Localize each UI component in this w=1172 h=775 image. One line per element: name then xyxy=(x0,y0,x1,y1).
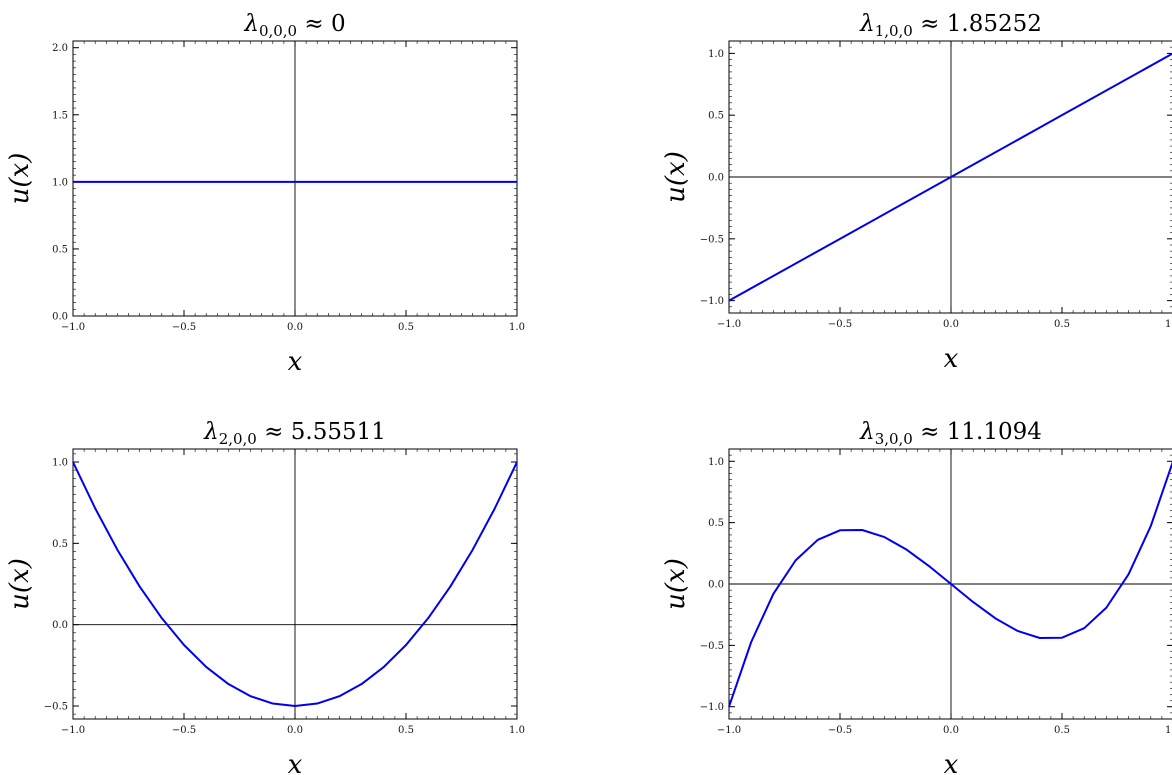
y-tick-label: 0.5 xyxy=(708,518,724,529)
y-tick-label: −0.5 xyxy=(700,234,724,245)
y-axis-label: u(x) xyxy=(5,153,35,205)
panel-title: λ2,0,0 ≈ 5.55511 xyxy=(203,419,386,448)
x-tick-label: 0.0 xyxy=(287,322,303,333)
y-tick-label: 0.5 xyxy=(52,244,68,255)
y-tick-label: 1.0 xyxy=(708,457,724,468)
x-axis-label: x xyxy=(944,750,959,775)
y-tick-label: 1.5 xyxy=(52,110,68,121)
title-symbol: λ xyxy=(859,419,875,445)
y-tick-label: 0.0 xyxy=(52,312,68,323)
x-tick-label: 0.0 xyxy=(943,319,959,330)
x-tick-label: −0.5 xyxy=(828,319,852,330)
x-tick-label: −0.5 xyxy=(828,725,852,736)
y-tick-label: 0.0 xyxy=(52,620,68,631)
x-tick-label: 0.5 xyxy=(398,322,414,333)
x-tick-label: 0.0 xyxy=(943,725,959,736)
x-tick-label: −0.5 xyxy=(172,725,196,736)
x-tick-label: 0.5 xyxy=(1054,725,1070,736)
y-tick-label: 0.5 xyxy=(708,111,724,122)
x-tick-label: 0.0 xyxy=(287,725,303,736)
x-tick-label: 1.0 xyxy=(1165,319,1172,330)
y-axis-label: u(x) xyxy=(661,558,691,610)
y-tick-label: 0.5 xyxy=(52,539,68,550)
x-tick-label: −1.0 xyxy=(61,322,85,333)
y-tick-label: −0.5 xyxy=(44,701,68,712)
x-tick-label: −1.0 xyxy=(61,725,85,736)
panel-title: λ3,0,0 ≈ 11.1094 xyxy=(859,419,1042,448)
panel-title: λ1,0,0 ≈ 1.85252 xyxy=(859,11,1042,40)
title-value: ≈ 0 xyxy=(297,11,346,37)
x-tick-label: 0.5 xyxy=(1054,319,1070,330)
title-value: ≈ 11.1094 xyxy=(913,419,1042,445)
panel-3: −1.0 −0.5 0.0 0.5 1.0 −1.0 −0.5 0.0 0.5 1.0 λ3,0,0… xyxy=(661,419,1172,775)
y-tick-label: 2.0 xyxy=(52,43,68,54)
series-line xyxy=(728,52,1172,302)
x-axis-label: x xyxy=(944,344,959,374)
y-tick-label: −1.0 xyxy=(700,296,724,307)
title-symbol: λ xyxy=(859,11,875,37)
title-subscript: 3,0,0 xyxy=(875,430,913,448)
x-axis-label: x xyxy=(288,750,303,775)
y-tick-label: −1.0 xyxy=(700,702,724,713)
title-subscript: 1,0,0 xyxy=(875,22,913,40)
series-line xyxy=(72,461,518,707)
y-tick-label: 1.0 xyxy=(708,49,724,60)
x-tick-label: 1.0 xyxy=(509,725,525,736)
panel-title: λ0,0,0 ≈ 0 xyxy=(243,11,345,40)
x-tick-label: 0.5 xyxy=(398,725,414,736)
x-tick-label: 1.0 xyxy=(509,322,525,333)
series-line xyxy=(728,461,1172,708)
y-tick-label: 1.0 xyxy=(52,177,68,188)
x-tick-label: −1.0 xyxy=(717,319,741,330)
x-tick-label: 1.0 xyxy=(1165,725,1172,736)
x-axis-label: x xyxy=(288,347,303,377)
title-symbol: λ xyxy=(243,11,259,37)
title-subscript: 2,0,0 xyxy=(219,430,257,448)
y-tick-label: 0.0 xyxy=(708,580,724,591)
x-tick-label: −1.0 xyxy=(717,725,741,736)
panel-0: −1.0 −0.5 0.0 0.5 1.0 0.0 0.5 1.0 1.5 2.0 λ0,0,0 ≈… xyxy=(5,11,525,377)
x-tick-label: −0.5 xyxy=(172,322,196,333)
title-symbol: λ xyxy=(203,419,219,445)
y-tick-label: −0.5 xyxy=(700,641,724,652)
panel-2: −1.0 −0.5 0.0 0.5 1.0 −0.5 0.0 0.5 1.0 λ2,0,0 ≈ 5… xyxy=(5,419,525,775)
y-tick-label: 1.0 xyxy=(52,458,68,469)
title-value: ≈ 1.85252 xyxy=(913,11,1042,37)
title-subscript: 0,0,0 xyxy=(259,22,297,40)
y-axis-label: u(x) xyxy=(661,151,691,203)
panel-1: −1.0 −0.5 0.0 0.5 1.0 −1.0 −0.5 0.0 0.5 1.0 λ1,0,0… xyxy=(661,11,1172,374)
y-tick-label: 0.0 xyxy=(708,173,724,184)
y-axis-label: u(x) xyxy=(5,558,35,610)
title-value: ≈ 5.55511 xyxy=(257,419,386,445)
